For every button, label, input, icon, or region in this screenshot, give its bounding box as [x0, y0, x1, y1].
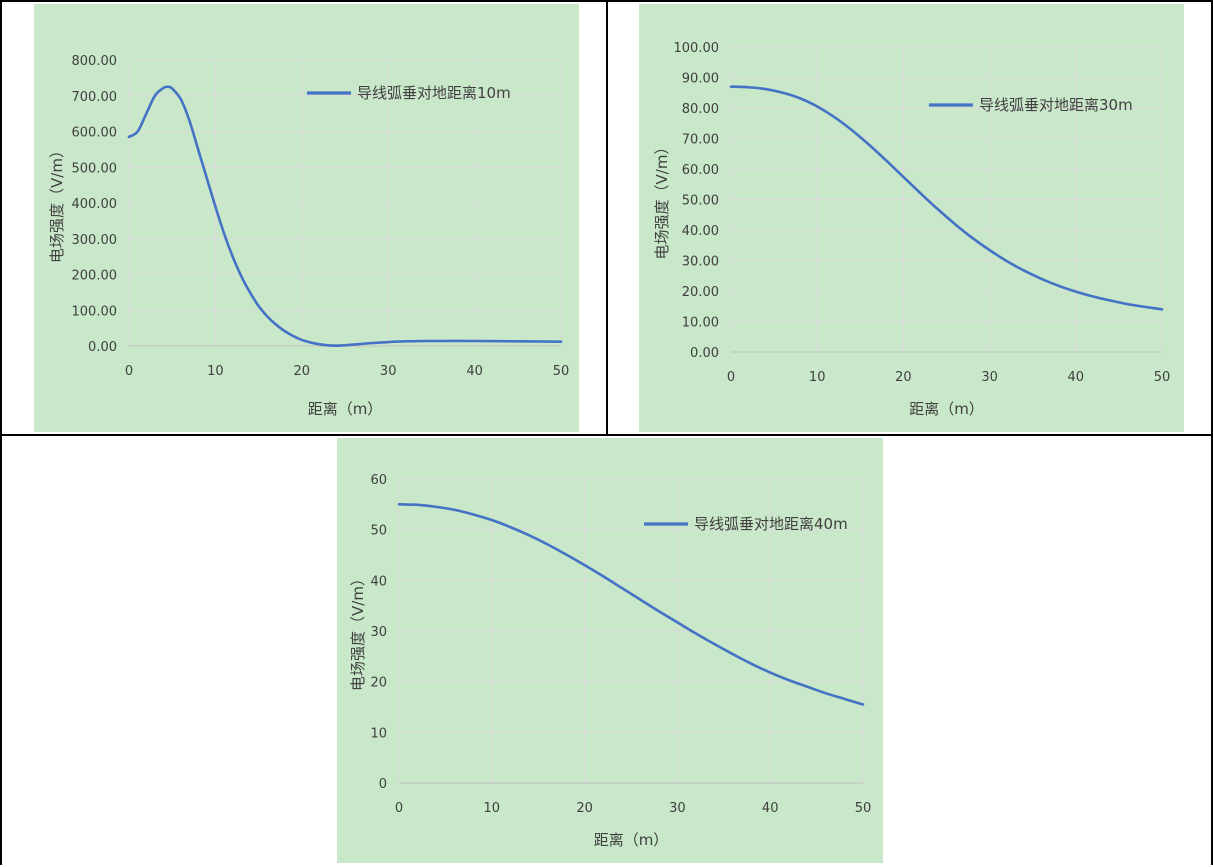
- y-tick-label: 0: [379, 777, 387, 792]
- x-tick-label: 10: [809, 370, 826, 385]
- field-strength-chart-40m: 0 10 20 30 40 50 60 0 10 20 30 40 50 距离（m） 电场强度（V/m） 导线…: [337, 438, 883, 863]
- y-tick-label: 10: [370, 726, 387, 741]
- y-axis-label: 电场强度（V/m）: [653, 140, 671, 260]
- x-tick-label: 40: [466, 364, 483, 379]
- x-tick-label: 0: [727, 370, 735, 385]
- series-line: [729, 85, 1164, 311]
- y-tick-label: 700.00: [72, 90, 118, 105]
- series-line: [397, 503, 865, 706]
- field-strength-chart-30m: 0.00 10.00 20.00 30.00 40.00 50.00 60.00 70.00 8…: [639, 4, 1184, 432]
- y-tick-label: 30.00: [682, 255, 719, 270]
- y-axis-label: 电场强度（V/m）: [48, 143, 66, 263]
- x-tick-label: 10: [207, 364, 224, 379]
- x-tick-label: 30: [981, 370, 998, 385]
- y-tick-label: 10.00: [682, 316, 719, 331]
- table-border-middle-vertical: [606, 0, 608, 436]
- legend-label: 导线弧垂对地距离10m: [357, 84, 511, 102]
- chart-panel-3: 0 10 20 30 40 50 60 0 10 20 30 40 50 距离（m） 电场强度（V/m） 导线…: [337, 438, 883, 863]
- x-tick-label: 50: [855, 801, 872, 816]
- y-tick-label: 600.00: [72, 126, 118, 141]
- y-tick-label: 60: [370, 473, 387, 488]
- y-tick-label: 40.00: [682, 224, 719, 239]
- y-tick-label: 60.00: [682, 163, 719, 178]
- chart-background: [639, 4, 1184, 432]
- table-border-middle-horizontal: [0, 434, 1213, 436]
- x-axis-label: 距离（m）: [308, 400, 383, 418]
- x-tick-label: 50: [1154, 370, 1171, 385]
- x-axis-label: 距离（m）: [909, 400, 984, 418]
- series-line: [127, 85, 563, 347]
- chart-background: [34, 4, 579, 432]
- x-tick-label: 50: [553, 364, 570, 379]
- y-axis-label: 电场强度（V/m）: [349, 571, 367, 691]
- y-tick-label: 0.00: [690, 346, 719, 361]
- y-tick-label: 50: [370, 524, 387, 539]
- x-axis-label: 距离（m）: [594, 831, 669, 849]
- x-tick-label: 30: [669, 801, 686, 816]
- y-tick-label: 200.00: [72, 269, 118, 284]
- y-tick-label: 400.00: [72, 197, 118, 212]
- y-tick-label: 40: [370, 574, 387, 589]
- x-tick-label: 0: [395, 801, 403, 816]
- y-tick-label: 500.00: [72, 161, 118, 176]
- x-tick-label: 30: [380, 364, 397, 379]
- y-tick-label: 30: [370, 625, 387, 640]
- y-tick-label: 80.00: [682, 102, 719, 117]
- table-border-right: [1211, 0, 1213, 865]
- chart-background: [337, 438, 883, 863]
- y-tick-label: 20: [370, 676, 387, 691]
- x-tick-label: 0: [125, 364, 133, 379]
- field-strength-chart-10m: 0.00 100.00 200.00 300.00 400.00 500.00 600.00…: [34, 4, 579, 432]
- y-tick-label: 100.00: [674, 41, 720, 56]
- legend-label: 导线弧垂对地距离40m: [694, 515, 848, 533]
- x-tick-label: 40: [762, 801, 779, 816]
- chart-panel-1: 0.00 100.00 200.00 300.00 400.00 500.00 600.00…: [34, 4, 579, 432]
- table-border-left: [0, 0, 2, 865]
- legend-label: 导线弧垂对地距离30m: [979, 96, 1133, 114]
- x-tick-label: 10: [484, 801, 501, 816]
- y-tick-label: 70.00: [682, 133, 719, 148]
- y-tick-label: 100.00: [72, 304, 118, 319]
- x-tick-label: 20: [294, 364, 311, 379]
- y-tick-label: 800.00: [72, 54, 118, 69]
- y-tick-label: 0.00: [88, 340, 117, 355]
- x-tick-label: 20: [576, 801, 593, 816]
- x-tick-label: 40: [1068, 370, 1085, 385]
- y-tick-label: 90.00: [682, 72, 719, 87]
- chart-panel-2: 0.00 10.00 20.00 30.00 40.00 50.00 60.00 70.00 8…: [639, 4, 1184, 432]
- y-tick-label: 300.00: [72, 233, 118, 248]
- y-tick-label: 50.00: [682, 194, 719, 209]
- x-tick-label: 20: [895, 370, 912, 385]
- y-tick-label: 20.00: [682, 285, 719, 300]
